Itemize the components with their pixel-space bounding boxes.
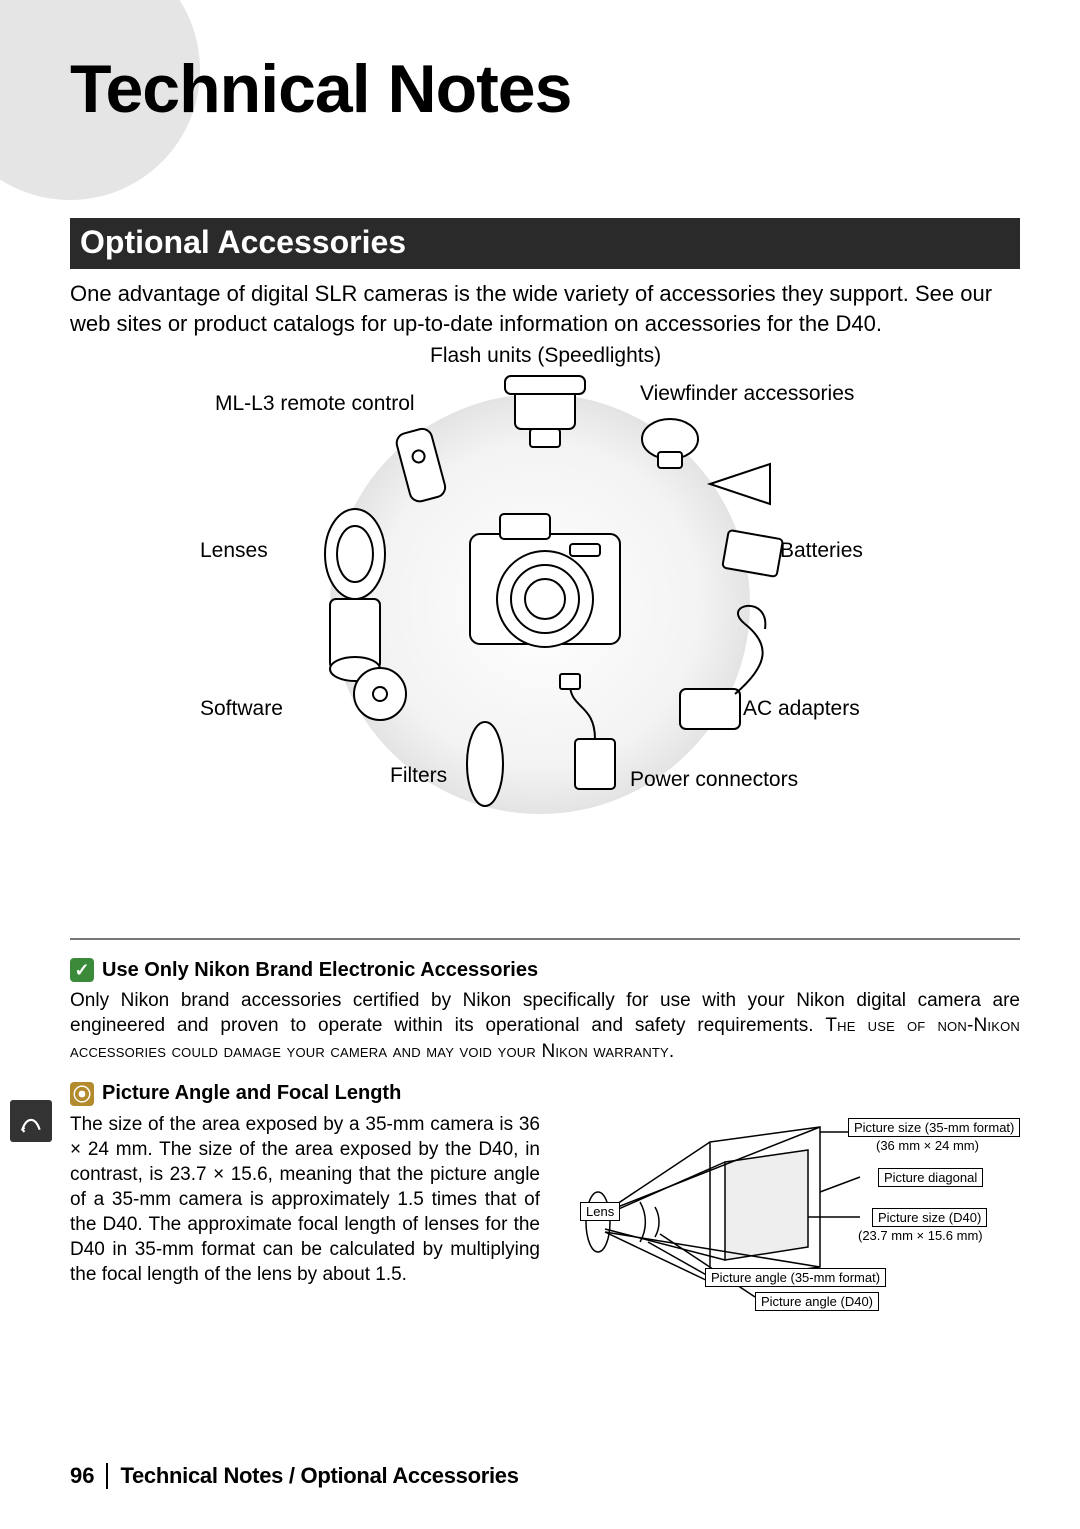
note-check-title: Use Only Nikon Brand Electronic Accessor… [102, 959, 538, 982]
note-lens-title: Picture Angle and Focal Length [102, 1082, 401, 1105]
diagram-svg [70, 344, 1030, 864]
note-check-title-row: ✓ Use Only Nikon Brand Electronic Access… [70, 958, 1020, 982]
check-icon: ✓ [70, 958, 94, 982]
fig-label-sized40: Picture size (D40) [872, 1208, 987, 1227]
note-check-body: Only Nikon brand accessories certified b… [70, 988, 1020, 1063]
fig-label-angled40: Picture angle (D40) [755, 1292, 879, 1311]
label-power: Power connectors [630, 768, 798, 792]
footer-breadcrumb: Technical Notes / Optional Accessories [120, 1463, 518, 1489]
note-lens-body: The size of the area exposed by a 35-mm … [70, 1112, 540, 1317]
label-ac: AC adapters [743, 697, 860, 721]
fig-label-angle35: Picture angle (35-mm format) [705, 1268, 886, 1287]
label-software: Software [200, 697, 283, 721]
label-flash: Flash units (Speedlights) [430, 344, 661, 368]
notes-divider [70, 938, 1020, 940]
picture-angle-figure: Lens Picture size (35-mm format) (36 mm … [560, 1112, 1020, 1317]
fig-label-size35-dim: (36 mm × 24 mm) [876, 1138, 979, 1153]
note-lens-title-row: ⦿ Picture Angle and Focal Length [70, 1082, 1020, 1106]
accessories-diagram: Flash units (Speedlights) ML-L3 remote c… [70, 344, 1020, 934]
page-title: Technical Notes [70, 50, 1020, 128]
label-lenses: Lenses [200, 539, 268, 563]
intro-paragraph: One advantage of digital SLR cameras is … [70, 279, 1020, 338]
fig-label-size35: Picture size (35-mm format) [848, 1118, 1020, 1137]
fig-label-sized40-dim: (23.7 mm × 15.6 mm) [858, 1228, 983, 1243]
label-remote: ML-L3 remote control [215, 392, 415, 416]
footer-separator [106, 1463, 108, 1489]
page-number: 96 [70, 1463, 94, 1489]
label-filters: Filters [390, 764, 447, 788]
magnify-icon: ⦿ [70, 1082, 94, 1106]
section-heading: Optional Accessories [70, 218, 1020, 269]
label-viewfinder: Viewfinder accessories [640, 382, 854, 406]
page-footer: 96 Technical Notes / Optional Accessorie… [70, 1463, 519, 1489]
fig-label-diag: Picture diagonal [878, 1168, 983, 1187]
label-batteries: Batteries [780, 539, 863, 563]
section-tab-icon [10, 1100, 52, 1142]
fig-label-lens: Lens [580, 1202, 620, 1221]
